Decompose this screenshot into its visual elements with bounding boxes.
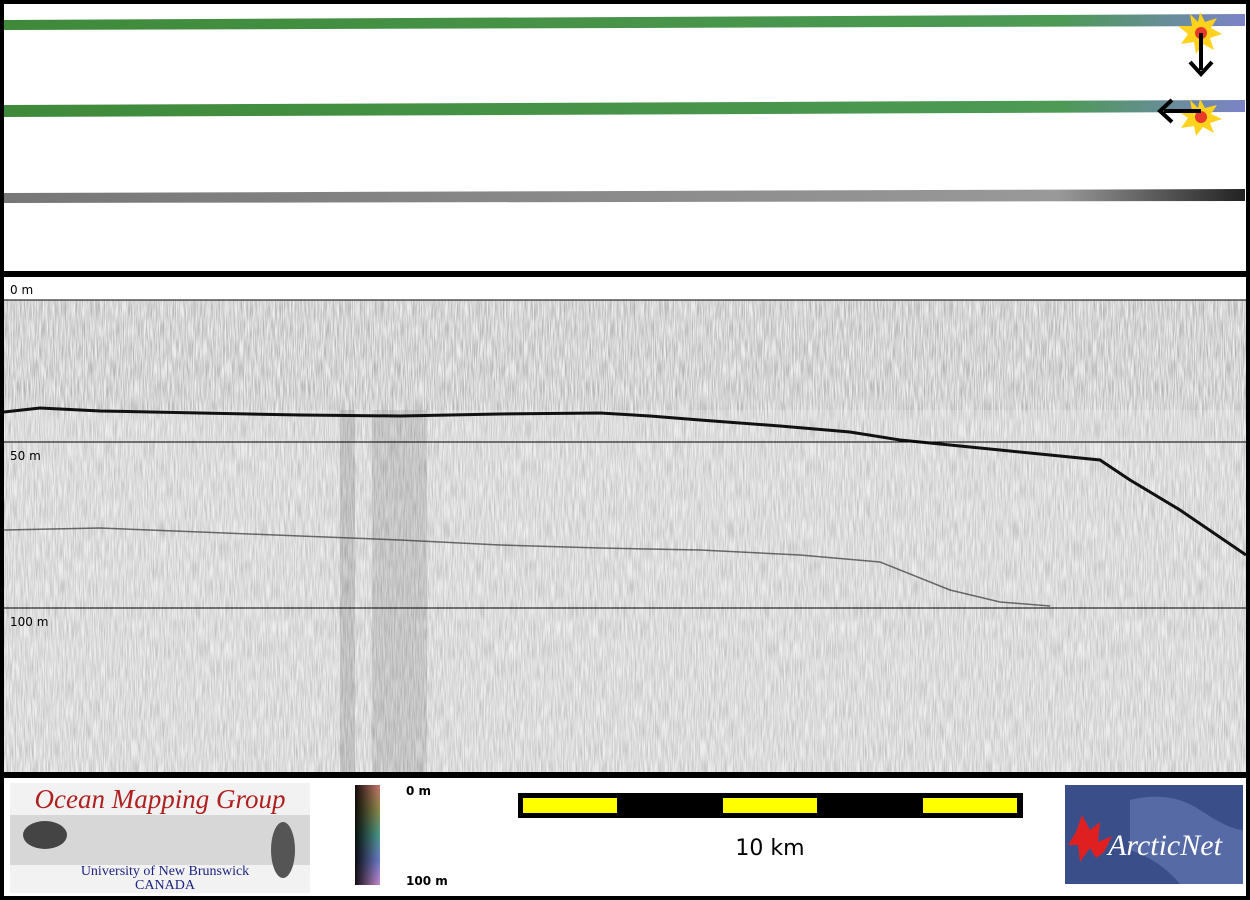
omg-country: CANADA <box>135 878 196 893</box>
subbottom-noise <box>4 410 1246 772</box>
swath-strip <box>4 189 1245 203</box>
scale-bar <box>518 793 1023 818</box>
colorbar-label: 100 m <box>406 874 448 888</box>
subbottom-reflector <box>3 527 1051 607</box>
omg-university: University of New Brunswick <box>81 864 249 879</box>
colorbar-label: 0 m <box>406 784 431 798</box>
depth-label: 100 m <box>10 615 48 629</box>
seafloor-reflector <box>3 406 1247 557</box>
depth-label: 0 m <box>10 283 33 297</box>
depth-label: 50 m <box>10 449 41 463</box>
omg-title: Ocean Mapping Group <box>35 784 286 814</box>
depth-header <box>4 279 1246 299</box>
arcticnet-name: ArcticNet <box>1106 829 1223 862</box>
omg-logo: Ocean Mapping Group University of New Br… <box>10 783 310 893</box>
scale-label: 10 km <box>735 836 804 861</box>
colorbar-shade <box>355 785 380 885</box>
noise-column <box>372 410 427 772</box>
noise-column <box>340 410 355 772</box>
swath-strip <box>4 100 1245 117</box>
arcticnet-logo: ArcticNet <box>1065 785 1243 884</box>
swath-panel <box>0 0 1250 275</box>
water-column-noise <box>4 300 1246 410</box>
position-marker <box>1157 12 1222 136</box>
swath-strip <box>4 14 1245 30</box>
